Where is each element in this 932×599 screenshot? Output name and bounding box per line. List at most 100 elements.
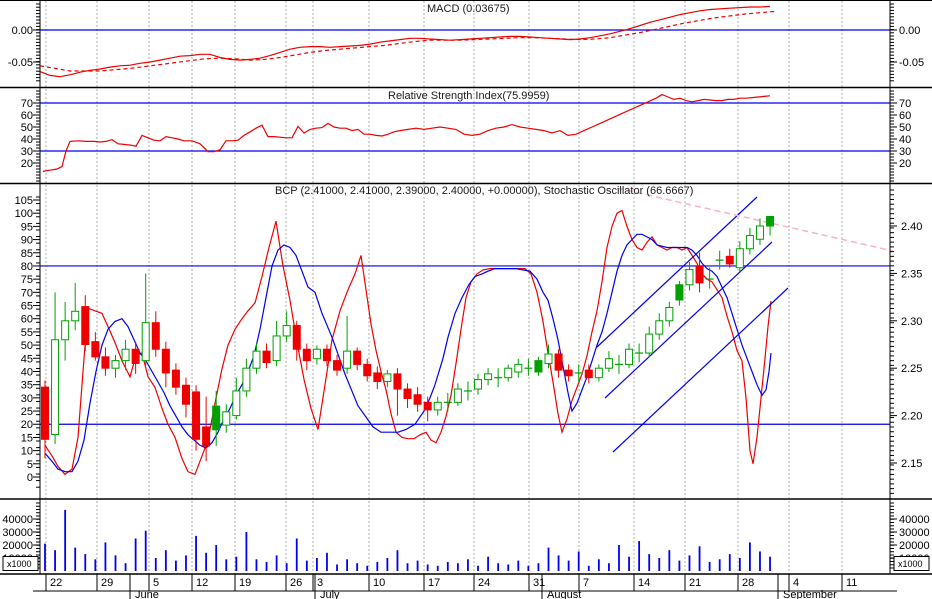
trend-channel-line — [596, 196, 758, 348]
candle-down — [181, 384, 190, 405]
macd-axis-label: 0.00 — [899, 25, 920, 37]
candle-up — [755, 225, 764, 240]
volume-multiplier-left-label: x1000 — [7, 559, 32, 569]
candle-down — [322, 348, 331, 362]
date-label: 4 — [793, 577, 799, 589]
stochastic-axis-label: 75 — [21, 274, 33, 286]
candle-up — [685, 269, 694, 286]
rsi-axis-label: 70 — [899, 98, 911, 110]
candle-up — [71, 310, 80, 322]
candle-up — [61, 320, 70, 341]
candle-down — [584, 369, 593, 379]
stochastic-axis-label: 60 — [21, 314, 33, 326]
month-label: June — [135, 589, 159, 599]
candle-down — [403, 388, 412, 400]
candle-up — [655, 320, 664, 335]
candle-up — [141, 322, 150, 362]
stochastic-axis-label: 100 — [15, 208, 33, 220]
candle-up — [665, 307, 674, 322]
candle-down — [81, 306, 90, 345]
date-label: 17 — [428, 577, 440, 589]
macd-axis-label: 0.00 — [12, 25, 33, 37]
stochastic-axis-label: 35 — [21, 380, 33, 392]
date-label: 7 — [583, 577, 589, 589]
stochastic-axis-label: 105 — [15, 195, 33, 207]
stochastic-axis-label: 20 — [21, 419, 33, 431]
candle-up — [745, 234, 754, 250]
stochastic-axis-label: 15 — [21, 432, 33, 444]
candle-up — [232, 390, 241, 417]
candle-up — [433, 401, 442, 411]
stochastic-axis-label: 0 — [27, 472, 33, 484]
stochastic-d-line — [44, 233, 772, 473]
candle-up — [222, 411, 231, 426]
candle-up — [514, 363, 523, 373]
stochastic-axis-label: 80 — [21, 261, 33, 273]
price-panel-title: BCP (2.41000, 2.41000, 2.39000, 2.40000,… — [275, 185, 694, 197]
candle-up — [484, 373, 493, 381]
rsi-axis-label: 20 — [21, 158, 33, 170]
price-axis-label: 2.40 — [901, 221, 922, 233]
stochastic-axis-label: 45 — [21, 353, 33, 365]
candle-down — [202, 426, 211, 447]
candle-up — [453, 388, 462, 403]
candle-down — [131, 348, 140, 364]
date-label: 5 — [153, 577, 159, 589]
candle-down — [353, 350, 362, 365]
date-label: 10 — [373, 577, 385, 589]
rsi-axis-label: 50 — [899, 122, 911, 134]
date-label: 31 — [533, 577, 545, 589]
volume-axis-label: 20000 — [2, 540, 33, 552]
rsi-axis-label: 60 — [21, 110, 33, 122]
candle-up — [252, 350, 261, 369]
rsi-axis-label: 50 — [21, 122, 33, 134]
macd-panel-title: MACD (0.03675) — [427, 3, 510, 15]
macd-axis-label: -0.05 — [8, 57, 33, 69]
candle-up — [735, 248, 744, 269]
candle-down — [151, 322, 160, 350]
candle-down — [91, 341, 100, 358]
date-label: 14 — [638, 577, 650, 589]
macd-line — [39, 5, 771, 78]
candle-up — [504, 367, 513, 379]
candle-down — [564, 369, 573, 377]
candle-down — [101, 356, 110, 369]
rsi-axis-label: 60 — [899, 110, 911, 122]
candle-down — [262, 350, 271, 364]
date-label: 19 — [239, 577, 251, 589]
trend-channel-line — [604, 241, 773, 399]
candle-up — [343, 350, 352, 369]
stochastic-axis-label: 10 — [21, 446, 33, 458]
candle-up — [242, 367, 251, 392]
candle-up — [534, 360, 543, 373]
stochastic-axis-label: 40 — [21, 366, 33, 378]
candle-up — [212, 405, 221, 431]
volume-multiplier-right — [893, 556, 930, 571]
candle-up — [312, 348, 321, 360]
candle-down — [292, 325, 301, 350]
date-label: 24 — [478, 577, 490, 589]
month-label: September — [783, 589, 837, 599]
volume-axis-label: 30000 — [899, 527, 930, 539]
volume-axis-label: 40000 — [899, 514, 930, 526]
candle-down — [171, 369, 180, 388]
price-axis-label: 2.15 — [901, 458, 922, 470]
stochastic-axis-label: 95 — [21, 221, 33, 233]
price-axis-label: 2.30 — [901, 316, 922, 328]
candle-up — [282, 325, 291, 337]
candle-up — [474, 379, 483, 390]
stochastic-axis-label: 25 — [21, 406, 33, 418]
stochastic-axis-label: 55 — [21, 327, 33, 339]
macd-axis-label: -0.05 — [899, 57, 924, 69]
candle-up — [544, 353, 553, 364]
candle-up — [604, 358, 613, 369]
rsi-panel-title: Relative Strength Index(75.9959) — [388, 90, 550, 102]
trend-channel-line — [612, 287, 789, 453]
candle-down — [363, 363, 372, 377]
date-label: 26 — [290, 577, 302, 589]
candle-down — [333, 360, 342, 371]
stochastic-axis-label: 85 — [21, 248, 33, 260]
candle-up — [625, 348, 634, 365]
candle-down — [302, 348, 311, 362]
